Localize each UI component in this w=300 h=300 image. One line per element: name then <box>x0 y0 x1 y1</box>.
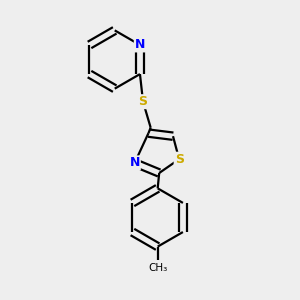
Text: S: S <box>139 95 148 108</box>
Text: N: N <box>130 156 140 170</box>
Text: CH₃: CH₃ <box>148 263 167 273</box>
Text: S: S <box>175 153 184 166</box>
Text: N: N <box>135 38 145 52</box>
